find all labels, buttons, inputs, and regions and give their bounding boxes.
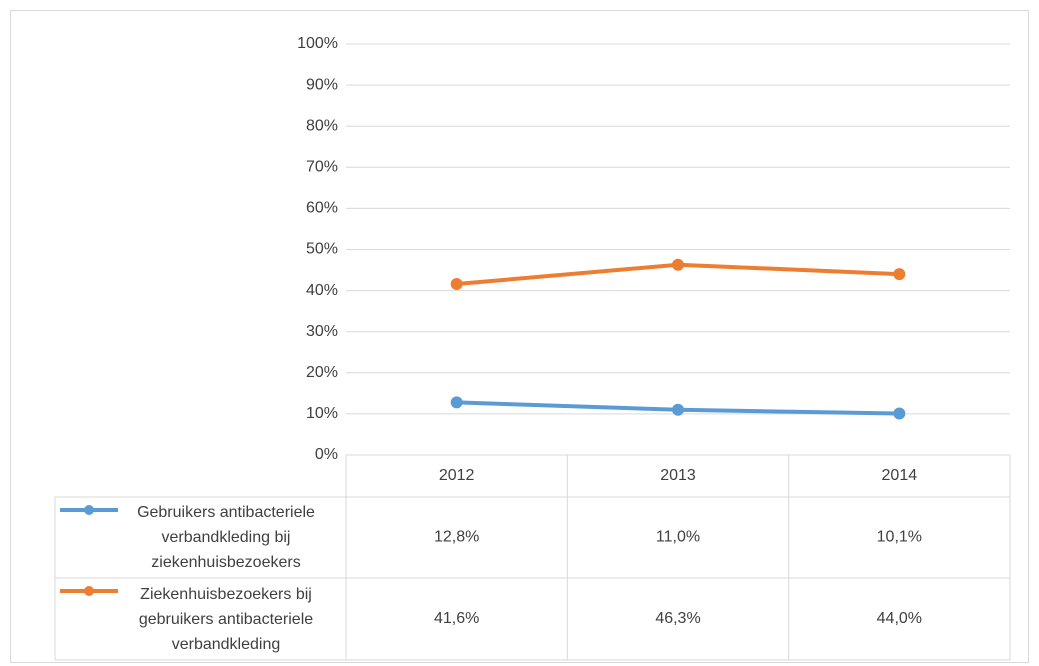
y-tick-label: 0% (315, 446, 338, 463)
value-label: 46,3% (655, 610, 700, 627)
x-tick-label: 2014 (882, 467, 918, 484)
legend-label-box: Gebruikers antibacteriele verbandkleding… (108, 497, 344, 578)
point (893, 407, 906, 420)
value-label: 11,0% (656, 529, 700, 546)
point (893, 268, 906, 281)
value-label: 12,8% (434, 529, 479, 546)
point (450, 278, 463, 291)
legend-cell: Gebruikers antibacteriele verbandkleding… (108, 497, 344, 578)
legend-marker (84, 505, 94, 515)
legend-marker (84, 586, 94, 596)
y-tick-label: 50% (306, 241, 338, 258)
x-tick-label: 2012 (439, 467, 475, 484)
chart-border (10, 10, 1029, 663)
y-tick-label: 90% (306, 76, 338, 93)
y-tick-label: 80% (306, 117, 338, 134)
legend-cell: Ziekenhuisbezoekers bij gebruikers antib… (108, 578, 344, 660)
y-tick-label: 40% (306, 282, 338, 299)
y-tick-label: 30% (306, 323, 338, 340)
y-tick-label: 10% (306, 405, 338, 422)
y-tick-label: 70% (306, 159, 338, 176)
point (450, 396, 463, 409)
x-tick-label: 2013 (660, 467, 696, 484)
y-tick-label: 100% (297, 35, 338, 52)
value-label: 10,1% (877, 529, 922, 546)
point (672, 403, 684, 416)
y-tick-label: 20% (306, 364, 338, 381)
value-label: 41,6% (434, 610, 479, 627)
legend-label-box: Ziekenhuisbezoekers bij gebruikers antib… (108, 578, 344, 660)
y-tick-label: 60% (306, 200, 338, 217)
legend-label: Ziekenhuisbezoekers bij gebruikers antib… (138, 585, 314, 653)
legend-label: Gebruikers antibacteriele verbandkleding… (137, 504, 315, 571)
value-label: 44,0% (877, 610, 922, 627)
point (672, 258, 684, 271)
